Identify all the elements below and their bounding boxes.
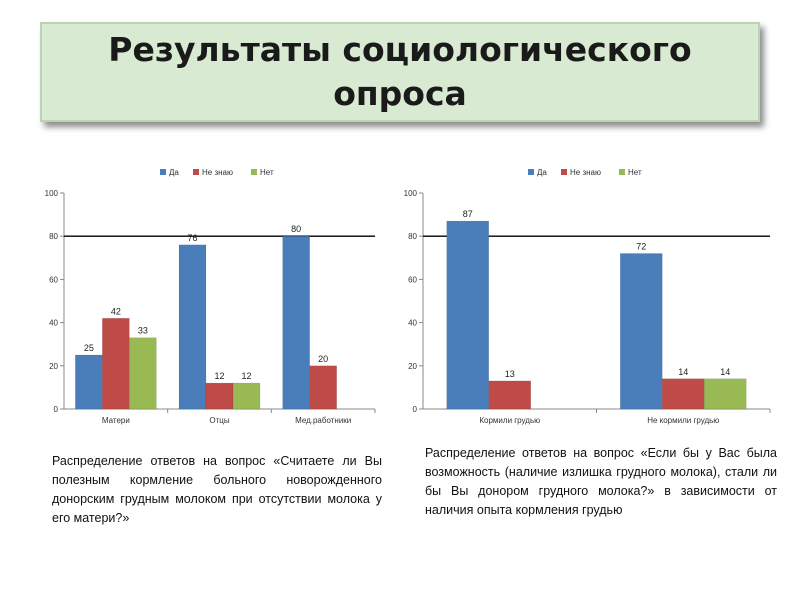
chart-1-svg: Да Не знаю Нет 0 20 40 60 80 100 Матери Отцы Мед.ра… xyxy=(45,168,376,425)
chart2-legend-label-0: Да xyxy=(537,168,547,177)
chart1-category-label-2: Мед.работники xyxy=(295,416,351,425)
chart1-y-tick-label-0: 0 xyxy=(54,405,59,414)
chart-donor-willingness: Да Не знаю Нет 0 20 40 60 80 100 Кормили грудью Не… xyxy=(398,160,783,432)
chart1-y-tick-label-5: 100 xyxy=(45,189,59,198)
chart2-y-tick-label-1: 20 xyxy=(408,362,417,371)
chart2-bar-0-1 xyxy=(488,380,531,410)
chart1-category-label-1: Отцы xyxy=(209,416,229,425)
chart1-value-label-0-2: 33 xyxy=(138,326,148,336)
chart-breastmilk-usefulness: Да Не знаю Нет 0 20 40 60 80 100 Матери Отцы Мед.ра… xyxy=(30,160,385,432)
chart1-y-tick-label-1: 20 xyxy=(49,362,58,371)
chart1-y-tick-label-4: 80 xyxy=(49,232,58,241)
chart2-bar-0-0 xyxy=(446,220,489,410)
chart1-bar-0-0 xyxy=(75,354,103,410)
chart1-value-label-0-1: 42 xyxy=(111,306,121,316)
chart1-bar-2-1 xyxy=(309,365,337,410)
chart1-bar-1-1 xyxy=(205,382,234,410)
caption-chart-2: Распределение ответов на вопрос «Если бы… xyxy=(425,446,777,517)
chart-2-svg: Да Не знаю Нет 0 20 40 60 80 100 Кормили грудью Не… xyxy=(404,168,771,425)
chart1-value-label-2-0: 80 xyxy=(291,224,301,234)
chart2-y-tick-label-2: 40 xyxy=(408,319,417,328)
chart2-y-tick-label-0: 0 xyxy=(413,405,418,414)
chart2-legend-swatch-1 xyxy=(561,169,567,175)
chart1-legend-label-0: Да xyxy=(169,168,179,177)
chart1-bar-1-2 xyxy=(232,382,261,410)
chart1-category-label-0: Матери xyxy=(102,416,130,425)
chart2-legend-label-2: Нет xyxy=(628,168,642,177)
chart1-bar-1-0 xyxy=(178,244,207,410)
chart1-legend-swatch-0 xyxy=(160,169,166,175)
caption-chart-1: Распределение ответов на вопрос «Считает… xyxy=(52,454,382,525)
chart1-legend-swatch-2 xyxy=(251,169,257,175)
chart2-y-tick-label-5: 100 xyxy=(404,189,418,198)
chart2-bar-1-0 xyxy=(620,253,663,410)
page-title: Результаты социологического опроса xyxy=(108,30,692,113)
chart2-value-label-1-2: 14 xyxy=(720,367,730,377)
chart1-y-tick-label-3: 60 xyxy=(49,275,58,284)
chart1-bar-0-2 xyxy=(129,337,157,410)
chart1-value-label-0-0: 25 xyxy=(84,343,94,353)
chart2-legend-swatch-0 xyxy=(528,169,534,175)
chart1-y-tick-label-2: 40 xyxy=(49,319,58,328)
chart2-legend-swatch-2 xyxy=(619,169,625,175)
chart1-value-label-1-1: 12 xyxy=(214,371,224,381)
chart2-value-label-1-0: 72 xyxy=(636,241,646,251)
chart2-y-tick-label-3: 60 xyxy=(408,275,417,284)
chart2-y-tick-label-4: 80 xyxy=(408,232,417,241)
chart1-bar-2-0 xyxy=(282,235,310,410)
chart2-value-label-0-0: 87 xyxy=(463,209,473,219)
chart1-value-label-2-1: 20 xyxy=(318,354,328,364)
chart1-bar-0-1 xyxy=(102,318,130,410)
chart2-value-label-1-1: 14 xyxy=(678,367,688,377)
chart1-value-label-1-2: 12 xyxy=(241,371,251,381)
chart2-bar-1-1 xyxy=(662,378,705,410)
chart2-value-label-0-1: 13 xyxy=(505,369,515,379)
title-box: Результаты социологического опроса xyxy=(40,22,760,122)
chart1-value-label-1-0: 76 xyxy=(187,233,197,243)
chart1-legend-label-1: Не знаю xyxy=(202,168,233,177)
chart2-bar-1-2 xyxy=(704,378,747,410)
chart2-category-label-0: Кормили грудью xyxy=(479,416,540,425)
chart2-category-label-1: Не кормили грудью xyxy=(647,416,719,425)
chart2-legend-label-1: Не знаю xyxy=(570,168,601,177)
chart1-legend-label-2: Нет xyxy=(260,168,274,177)
chart1-legend-swatch-1 xyxy=(193,169,199,175)
